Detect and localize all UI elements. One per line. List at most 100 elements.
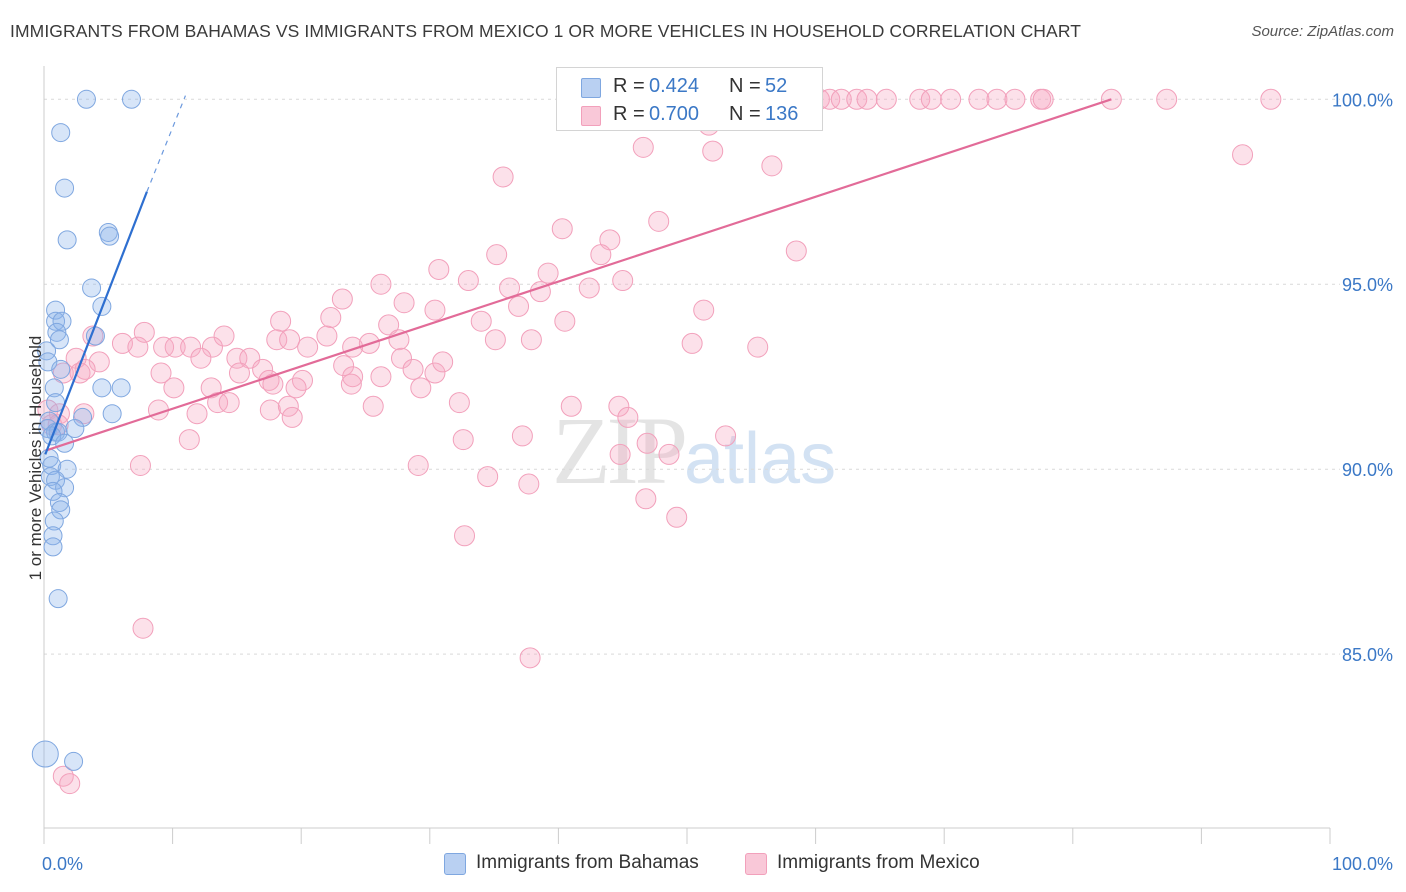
mexico-point [511, 425, 533, 447]
mexico-point [1032, 88, 1054, 110]
mexico-point [340, 373, 362, 395]
bahamas-trend-line [44, 191, 148, 455]
bahamas-point [52, 311, 72, 331]
x-tick-label-min: 0.0% [42, 854, 83, 874]
bahamas-point [47, 322, 67, 342]
mexico-point [578, 277, 600, 299]
bahamas-points [31, 89, 141, 771]
bahamas-point [92, 378, 112, 398]
mexico-point [920, 88, 942, 110]
mexico-point [88, 351, 110, 373]
mexico-point [129, 454, 151, 476]
mexico-point [266, 329, 288, 351]
bahamas-point [48, 589, 68, 609]
mexico-point [492, 166, 514, 188]
mexico-point [150, 362, 172, 384]
mexico-point [518, 473, 540, 495]
mexico-point [331, 288, 353, 310]
mexico-point [612, 270, 634, 292]
mexico-point [702, 140, 724, 162]
bahamas-point [51, 359, 71, 379]
mexico-point [279, 329, 301, 351]
bahamas-point [82, 278, 102, 298]
mexico-point [391, 347, 413, 369]
bahamas-point [57, 230, 77, 250]
n-value: 52 [765, 75, 788, 97]
mexico-point [163, 377, 185, 399]
mexico-point [986, 88, 1008, 110]
mexico-point [362, 395, 384, 417]
mexico-point [424, 362, 446, 384]
bahamas-trend-extension [146, 95, 187, 192]
source-label: Source: ZipAtlas.com [1251, 23, 1394, 40]
bahamas-point [64, 751, 84, 771]
bahamas-point [65, 419, 85, 439]
legend-label: Immigrants from Mexico [777, 852, 980, 873]
mexico-point [609, 443, 631, 465]
mexico-point [856, 88, 878, 110]
mexico-point [560, 395, 582, 417]
mexico-point [875, 88, 897, 110]
mexico-point [486, 244, 508, 266]
mexico-point [681, 332, 703, 354]
axes [43, 66, 1331, 844]
mexico-point [632, 136, 654, 158]
r-value: 0.700 [649, 103, 700, 125]
mexico-point [428, 258, 450, 280]
mexico-point [262, 373, 284, 395]
mexico-point [410, 377, 432, 399]
mexico-point [470, 310, 492, 332]
bahamas-point [44, 378, 64, 398]
mexico-point [333, 355, 355, 377]
mexico-point [316, 325, 338, 347]
trend-lines [44, 95, 1112, 455]
x-tick-label-max: 100.0% [1332, 854, 1393, 874]
bahamas-point [111, 378, 131, 398]
mexico-point [281, 406, 303, 428]
mexico-point [666, 506, 688, 528]
mexico-point [424, 299, 446, 321]
bahamas-point [43, 526, 63, 546]
y-axis-label: 1 or more Vehicles in Household [26, 335, 45, 581]
mexico-point [551, 218, 573, 240]
chart-title: IMMIGRANTS FROM BAHAMAS VS IMMIGRANTS FR… [10, 21, 1082, 41]
mexico-point [259, 399, 281, 421]
mexico-point [213, 325, 235, 347]
mexico-point [648, 210, 670, 232]
watermark-zip: ZIP [552, 397, 688, 504]
mexico-point [190, 347, 212, 369]
mexico-point [940, 88, 962, 110]
mexico-point [484, 329, 506, 351]
mexico-point [393, 292, 415, 314]
bahamas-point [51, 123, 71, 143]
y-tick-label: 90.0% [1342, 460, 1393, 480]
mexico-point [658, 443, 680, 465]
r-value: 0.424 [649, 75, 700, 97]
bahamas-point [57, 459, 77, 479]
bahamas-point [43, 537, 63, 557]
mexico-point [153, 336, 175, 358]
mexico-trend-line [44, 98, 1112, 452]
mexico-point [164, 336, 186, 358]
legend-row-mexico: R = 0.700 N = 136 [557, 101, 822, 129]
mexico-point [47, 414, 69, 436]
mexico-point [554, 310, 576, 332]
mexico-point [285, 377, 307, 399]
mexico-swatch [745, 853, 767, 875]
mexico-point [537, 262, 559, 284]
mexico-point [370, 273, 392, 295]
mexico-point [635, 488, 657, 510]
r-label: R = [613, 75, 645, 97]
mexico-point [228, 362, 250, 384]
mexico-point [378, 314, 400, 336]
mexico-point [830, 88, 852, 110]
mexico-point [761, 155, 783, 177]
mexico-point [1260, 88, 1282, 110]
watermark-atlas: atlas [684, 419, 837, 499]
mexico-point [432, 351, 454, 373]
bahamas-point [121, 89, 141, 109]
mexico-point [508, 295, 530, 317]
mexico-point [218, 392, 240, 414]
y-tick-label: 100.0% [1332, 90, 1393, 110]
mexico-point [452, 429, 474, 451]
